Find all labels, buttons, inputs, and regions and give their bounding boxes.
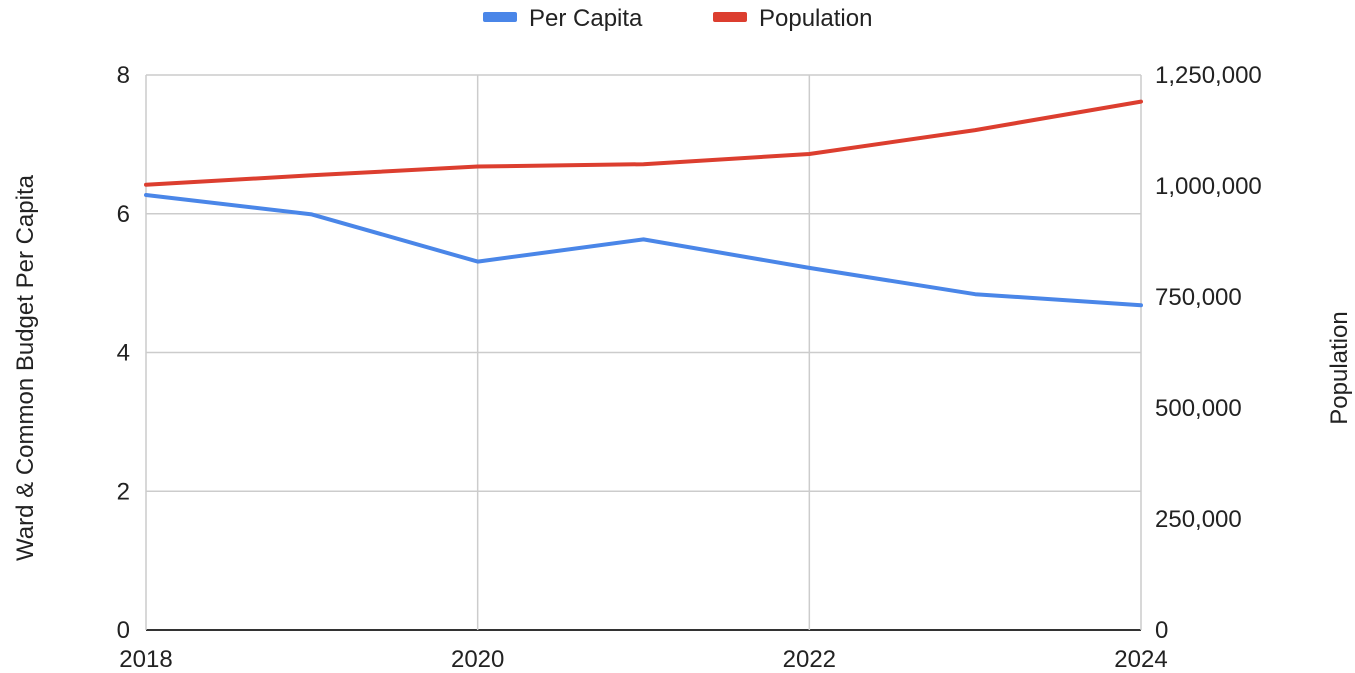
- left-axis-ticks: 0 2 4 6 8: [117, 62, 130, 644]
- left-tick-label: 2: [117, 478, 130, 505]
- gridlines: [145, 74, 1142, 631]
- legend-swatch-population: [713, 12, 747, 22]
- series-line-per-capita: [144, 193, 1143, 308]
- right-tick-label: 1,000,000: [1155, 173, 1262, 200]
- x-tick-label: 2018: [119, 646, 172, 673]
- legend-swatch-per-capita: [483, 12, 517, 22]
- x-tick-label: 2020: [451, 646, 504, 673]
- left-tick-label: 0: [117, 617, 130, 644]
- right-tick-label: 500,000: [1155, 395, 1242, 422]
- right-tick-label: 750,000: [1155, 284, 1242, 311]
- x-tick-label: 2024: [1114, 646, 1167, 673]
- left-tick-label: 6: [117, 201, 130, 228]
- left-axis-title: Ward & Common Budget Per Capita: [12, 174, 39, 561]
- left-tick-label: 4: [117, 340, 130, 367]
- right-tick-label: 1,250,000: [1155, 62, 1262, 89]
- x-axis-ticks: 2018 2020 2022 2024: [119, 646, 1167, 673]
- right-axis-ticks: 0 250,000 500,000 750,000 1,000,000 1,250,000: [1155, 62, 1262, 644]
- legend-label-population: Population: [759, 5, 872, 32]
- right-tick-label: 0: [1155, 617, 1168, 644]
- x-tick-label: 2022: [783, 646, 836, 673]
- series-line-population: [144, 99, 1143, 187]
- left-tick-label: 8: [117, 62, 130, 89]
- right-tick-label: 250,000: [1155, 506, 1242, 533]
- legend: Per Capita Population: [483, 5, 872, 32]
- right-axis-title: Population: [1326, 311, 1353, 424]
- legend-label-per-capita: Per Capita: [529, 5, 643, 32]
- series-lines: [144, 99, 1143, 308]
